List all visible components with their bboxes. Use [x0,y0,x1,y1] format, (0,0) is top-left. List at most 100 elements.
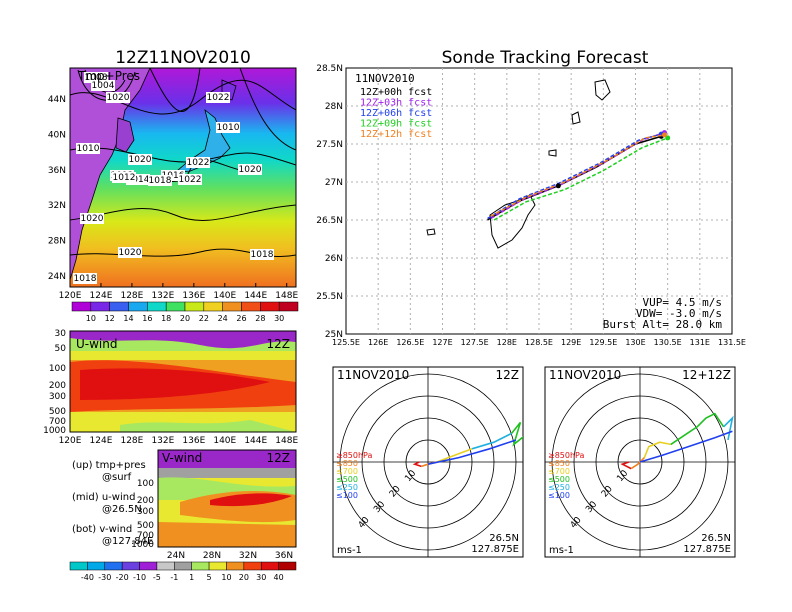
v-wind-colorbar-swatch [278,561,297,571]
isobar-label: 1020 [129,155,152,165]
map-lon-tick-label: 132E [151,291,174,301]
isobar-label: 1020 [107,93,130,103]
island-outline [571,111,581,125]
map-lon-tick-label: 128E [120,291,143,301]
hodograph-level-label: ≤500 [548,475,570,484]
hodograph-level-label: ≥850hPa [548,451,585,460]
u-wind-lon-label: 128E [120,436,143,446]
isobar-label-bg [128,154,152,165]
map-colorbar-label: 10 [86,314,96,323]
map-colorbar-swatch [184,301,205,312]
v-wind-colorbar-label: -5 [153,573,161,582]
u-wind-time: 12Z [267,337,291,351]
track-lon-label: 130.5E [654,338,682,347]
isobar-label-bg [216,122,240,133]
track-forecast-label: 12Z+06h fcst [360,108,432,119]
left-title: 12Z11NOV2010 [115,48,251,68]
sonde-burst-marker [665,135,671,141]
track-vup: VUP= 4.5 m/s [643,296,722,309]
track-vdw: VDW= -3.0 m/s [636,307,722,320]
v-wind-lat-label: 24N [167,551,185,561]
isobar-label-bg [84,72,108,83]
u-wind-lon-label: 124E [90,436,113,446]
track-lon-label: 129.5E [589,338,617,347]
map-lat-tick-label: 36N [48,166,66,176]
track-lon-label: 127E [432,338,452,347]
island-outline [426,228,436,236]
v-wind-colorbar-label: -10 [133,573,146,582]
isobar-label-bg [126,174,150,185]
track-lon-label: 126.5E [396,338,424,347]
map-colorbar-swatch [147,301,167,312]
track-lon-label: 130E [625,338,645,347]
track-lat-label: 28N [325,102,343,112]
isobar-label: 1020 [119,248,142,258]
v-wind-colorbar-swatch [191,561,210,571]
track-date: 11NOV2010 [355,72,415,85]
hodograph-lon: 127.875E [471,544,519,555]
isobar-label-bg [161,170,185,181]
isobar-label: 1014 [127,175,150,185]
map-lat-tick-label: 24N [48,272,66,282]
u-wind-pressure-label: 500 [49,407,66,417]
isobar-label: 1012 [113,173,136,183]
map-colorbar-label: 28 [255,314,265,323]
hodograph-wind-trace [412,461,422,468]
legend-note-line2: @26.5N [102,504,142,515]
hodograph-level-label: ≤700 [548,467,570,476]
asia-landmass [70,68,151,281]
v-wind-colorbar-swatch [243,561,262,571]
isobar-label: 1018 [149,176,172,186]
v-wind-pressure-label: 700 [137,531,154,541]
hodograph-wind-trace [630,457,645,470]
track-lon-label: 126E [368,338,388,347]
sonde-track-line [490,134,665,217]
v-wind-colorbar-label: -1 [170,573,178,582]
u-wind-lon-label: 140E [213,436,236,446]
hodograph-wind-trace [436,448,473,463]
isobar-label: 1016 [162,171,185,181]
isobar-label-bg [80,213,104,224]
map-lat-tick-label: 40N [48,130,66,140]
isobar-label-bg [238,164,262,175]
v-wind-pressure-label: 300 [137,507,154,517]
v-wind-pressure-label: 200 [137,496,154,506]
v-wind-colorbar-label: 20 [239,573,249,582]
korea-peninsula [115,117,135,153]
hodograph-units: ms-1 [337,545,362,556]
map-colorbar-swatch [71,301,92,312]
right-title: Sonde Tracking Forecast [442,48,649,68]
hodograph-level-label: ≤100 [548,491,570,500]
v-wind-colorbar-swatch [226,561,245,571]
isobar-label-bg [186,157,210,168]
hodograph-level-label: ≤850 [336,459,358,468]
map-colorbar-label: 22 [199,314,209,323]
track-forecast-label: 12Z+12h fcst [360,129,432,140]
map-colorbar-label: 18 [161,314,171,323]
v-wind-colorbar-swatch [87,561,106,571]
isobar-label-bg [206,92,230,103]
map-colorbar-swatch [278,301,299,312]
map-lon-tick-label: 124E [90,291,113,301]
surface-map-panel: 1008100410201022101010101020102210141012… [48,67,299,323]
u-wind-pressure-label: 100 [49,364,66,374]
map-colorbar-swatch [90,301,110,312]
hodograph-level-label: ≥850hPa [336,451,373,460]
track-lat-label: 26.5N [316,216,343,226]
hodograph-lon: 127.875E [683,544,731,555]
v-wind-colorbar-swatch [208,561,227,571]
hodograph-lat: 26.5N [701,533,731,544]
sonde-burst-marker [661,132,667,138]
v-wind-lat-label: 36N [275,551,293,561]
track-lon-label: 128E [497,338,517,347]
u-wind-lon-label: 136E [182,436,205,446]
hodograph-level-label: ≤500 [336,475,358,484]
isobar [70,204,296,221]
map-lon-tick-label: 144E [244,291,267,301]
map-overlay-label: Tmp+Pres [77,69,140,83]
map-colorbar-label: 12 [105,314,115,323]
u-wind-pressure-label: 200 [49,381,66,391]
